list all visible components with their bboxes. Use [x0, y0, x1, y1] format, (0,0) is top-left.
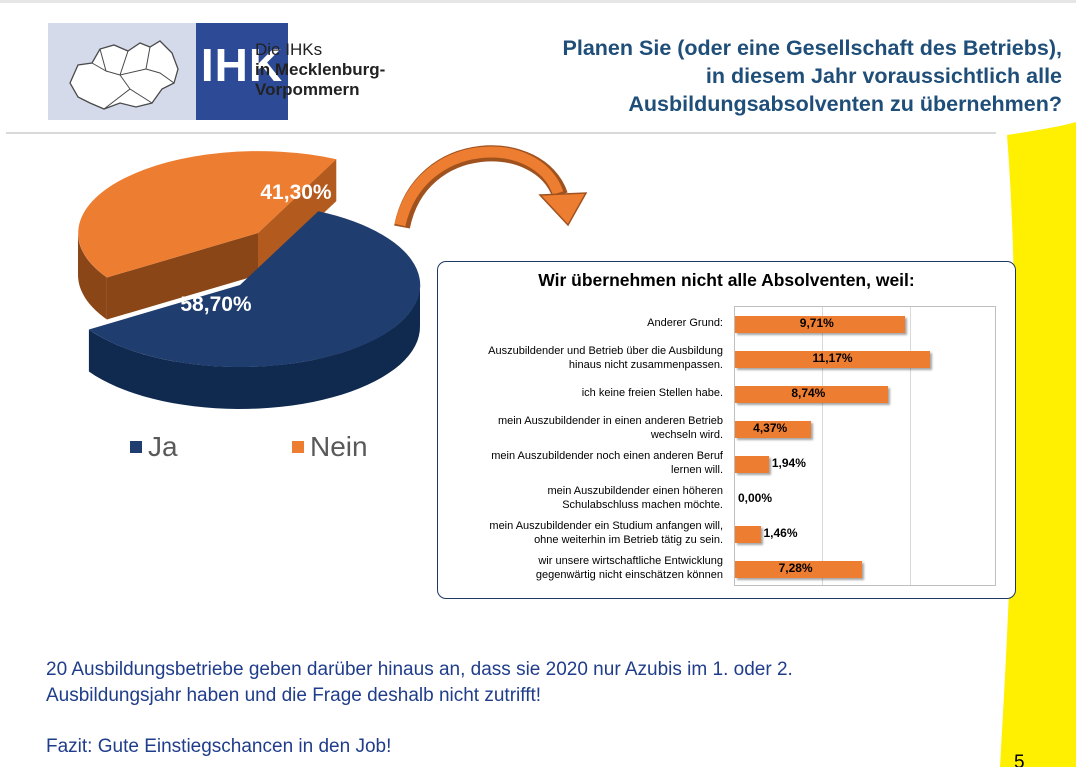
- bar-chart-title: Wir übernehmen nicht alle Absolventen, w…: [538, 270, 915, 290]
- bar-category-line: ich keine freien Stellen habe.: [581, 386, 723, 399]
- title-line-3: Ausbildungsabsolventen zu übernehmen?: [628, 92, 1062, 116]
- pie-side-ja: [88, 283, 421, 409]
- footer-text-line2: Ausbildungsjahr haben und die Frage desh…: [46, 685, 542, 706]
- bar: [735, 525, 761, 543]
- conclusion-text: Fazit: Gute Einstiegschancen in den Job!: [46, 736, 392, 757]
- bar-value-label: 0,00%: [738, 490, 773, 505]
- title-line-2: in diesem Jahr voraussichtlich alle: [705, 64, 1062, 88]
- bar-category-line: gegenwärtig nicht einschätzen können: [535, 568, 723, 581]
- bar: [735, 350, 931, 368]
- pie-slice-ja: [88, 211, 421, 368]
- pie-slice-nein: [78, 151, 337, 278]
- bar-category-line: ohne weiterhin im Betrieb tätig zu sein.: [534, 533, 723, 546]
- title-line-1: Planen Sie (oder eine Gesellschaft des B…: [562, 36, 1062, 60]
- legend-swatch-ja: [130, 440, 142, 453]
- pie-side-nein: [78, 234, 107, 320]
- bar-value-label: 7,28%: [778, 560, 813, 575]
- bar-category-label: Anderer Grund:: [433, 316, 723, 330]
- pie-face-nein-right: [258, 159, 337, 275]
- pie-slices: [78, 151, 421, 368]
- pie-label-nein: 41,30%: [260, 181, 332, 204]
- bar-category-line: Anderer Grund:: [647, 316, 723, 329]
- bar-value-label: 9,71%: [799, 315, 834, 330]
- legend-item-nein: Nein: [292, 432, 368, 462]
- arrow-head-icon: [538, 192, 588, 227]
- pie-data-labels: 58,70% 41,30%: [180, 181, 332, 316]
- pie-label-ja: 58,70%: [180, 293, 252, 316]
- pie-chart: 58,70% 41,30%: [78, 145, 588, 409]
- bar-plot-area: [734, 306, 996, 586]
- bar-category-label: mein Auszubildender einen höheren Schulab…: [433, 484, 723, 512]
- legend-swatch-nein: [292, 440, 304, 453]
- bar: [735, 560, 863, 578]
- bar-category-label: mein Auszubildender noch einen anderen B…: [433, 449, 723, 477]
- bar-category-line: Schulabschluss machen möchte.: [562, 498, 723, 511]
- bar: [735, 455, 769, 473]
- bar-category-line: mein Auszubildender ein Studium anfangen…: [489, 519, 723, 532]
- gridline: [822, 307, 823, 585]
- pie-face-nein: [106, 233, 259, 320]
- logo-wordmark: IHK: [200, 39, 284, 91]
- bar: [735, 420, 812, 438]
- gridline: [910, 307, 911, 585]
- bar: [735, 385, 888, 403]
- bar-category-label: mein Auszubildender ein Studium anfangen…: [433, 519, 723, 547]
- legend-label-nein: Nein: [310, 431, 368, 462]
- bar-category-label: Auszubildender und Betrieb über die Ausb…: [433, 344, 723, 372]
- map-outline-icon: [69, 40, 179, 110]
- page-number: 5: [1014, 752, 1025, 767]
- legend-label-ja: Ja: [148, 431, 178, 462]
- bar-value-label: 11,17%: [812, 350, 853, 365]
- bar-category-label: wir unsere wirtschaftliche Entwicklung ge…: [433, 554, 723, 582]
- bar-category-label: ich keine freien Stellen habe.: [433, 386, 723, 400]
- bar-value-label: 4,37%: [753, 420, 788, 435]
- bar: [735, 315, 905, 333]
- bar-category-line: Auszubildender und Betrieb über die Ausb…: [488, 344, 723, 357]
- bar-value-label: 8,74%: [791, 385, 826, 400]
- bar-category-line: mein Auszubildender einen höheren: [547, 484, 723, 497]
- bar-value-label: 1,46%: [763, 525, 798, 540]
- bar-category-line: lernen will.: [671, 463, 723, 476]
- pie-side-depth: [78, 159, 421, 409]
- logo-box: [196, 23, 288, 120]
- bar-category-line: hinaus nicht zusammenpassen.: [568, 358, 723, 371]
- bar-value-label: 1,94%: [771, 455, 806, 470]
- bar-category-label: mein Auszubildender in einen anderen Bet…: [433, 414, 723, 442]
- bar-category-line: mein Auszubildender in einen anderen Bet…: [497, 414, 723, 427]
- footer-text-line1: 20 Ausbildungsbetriebe geben darüber hin…: [46, 659, 793, 680]
- logo-text-line1: Die IHKs: [255, 40, 323, 59]
- header-divider: [6, 132, 996, 134]
- bar-category-line: wir unsere wirtschaftliche Entwicklung: [538, 554, 723, 567]
- legend-item-ja: Ja: [130, 432, 178, 462]
- logo-text-line2: in Mecklenburg-Vorpommern: [255, 60, 386, 99]
- top-border: [0, 0, 1076, 3]
- ihk-logo: IHK Die IHKs in Mecklenburg-Vorpommern: [48, 23, 480, 120]
- bar-category-line: wechseln wird.: [650, 428, 723, 441]
- bar-chart-box: [437, 261, 1016, 599]
- bar-category-line: mein Auszubildender noch einen anderen B…: [491, 449, 723, 462]
- arrow-shaft: [394, 146, 564, 227]
- map-graphic: [48, 23, 196, 120]
